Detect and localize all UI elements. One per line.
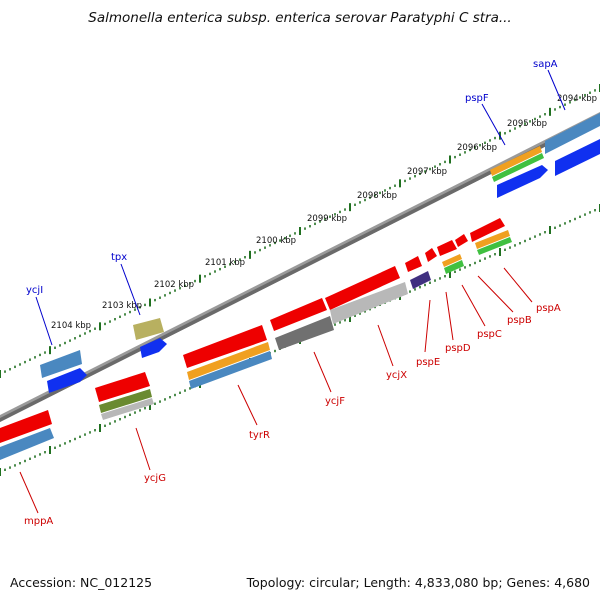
gene-pspA-bar bbox=[470, 218, 505, 242]
gene-bar bbox=[275, 316, 334, 350]
scale-label-2104: 2104 kbp bbox=[51, 321, 91, 331]
gene-pspE-bar bbox=[405, 256, 422, 272]
label-pspF: pspF bbox=[465, 93, 489, 104]
gene-bar bbox=[555, 139, 600, 176]
gene-bar bbox=[187, 342, 270, 380]
gene-pspC-bar bbox=[437, 240, 457, 256]
accession-text: Accession: NC_012125 bbox=[10, 575, 153, 590]
gene-bar bbox=[475, 230, 510, 249]
gene-pspF-bar bbox=[490, 146, 542, 176]
scale-label-2103: 2103 kbp bbox=[102, 301, 142, 311]
gene-bar bbox=[99, 389, 152, 413]
gene-labels: sapA pspF tpx ycjI pspA pspB pspC pspD p… bbox=[24, 59, 561, 527]
gene-bar bbox=[545, 113, 600, 154]
backbone bbox=[0, 112, 600, 422]
gene-features bbox=[0, 113, 600, 460]
label-sapA: sapA bbox=[533, 59, 558, 70]
scale-label-2099: 2099 kbp bbox=[307, 214, 347, 224]
map-title: Salmonella enterica subsp. enterica sero… bbox=[88, 10, 512, 26]
gene-pspB-bar bbox=[455, 234, 468, 247]
scale-label-2101: 2101 kbp bbox=[205, 258, 245, 268]
gene-bar bbox=[0, 428, 54, 460]
scale-label-2102: 2102 kbp bbox=[154, 280, 194, 290]
label-tpx: tpx bbox=[111, 252, 127, 263]
scale-label-2098: 2098 kbp bbox=[357, 191, 397, 201]
gene-ycjX-bar bbox=[325, 266, 400, 310]
gene-bar bbox=[47, 368, 87, 393]
leader-lines bbox=[19, 69, 566, 514]
scale-label-2100: 2100 kbp bbox=[256, 236, 296, 246]
gene-ycjI-bar bbox=[40, 350, 82, 378]
label-mppA: mppA bbox=[24, 516, 53, 527]
label-ycjG: ycjG bbox=[144, 473, 166, 484]
gene-bar bbox=[444, 260, 464, 274]
scale-label-2095: 2095 kbp bbox=[507, 119, 547, 129]
gene-bar bbox=[492, 153, 544, 182]
gene-ycjF-bar bbox=[270, 298, 327, 331]
gene-bar bbox=[477, 237, 512, 255]
topology-summary: Topology: circular; Length: 4,833,080 bp… bbox=[246, 575, 590, 590]
label-pspA: pspA bbox=[536, 303, 561, 314]
scale-label-2094: 2094 kbp bbox=[557, 94, 597, 104]
label-ycjF: ycjF bbox=[325, 396, 345, 407]
gene-bar bbox=[410, 271, 431, 289]
gene-bar bbox=[497, 165, 548, 198]
gene-bar bbox=[140, 338, 167, 358]
label-ycjI: ycjI bbox=[26, 285, 43, 296]
label-tyrR: tyrR bbox=[249, 430, 270, 441]
gene-pspD-bar bbox=[425, 248, 437, 262]
label-pspC: pspC bbox=[477, 329, 502, 340]
label-ycjX: ycjX bbox=[386, 370, 407, 381]
scale-label-2097: 2097 kbp bbox=[407, 167, 447, 177]
gene-tyrR-bar bbox=[183, 325, 267, 368]
gene-bar bbox=[101, 398, 154, 420]
scale-labels: 2094 kbp 2095 kbp 2096 kbp 2097 kbp 2098… bbox=[51, 94, 597, 331]
label-pspE: pspE bbox=[416, 357, 440, 368]
gene-bar bbox=[330, 282, 408, 324]
scale-label-2096: 2096 kbp bbox=[457, 143, 497, 153]
label-pspB: pspB bbox=[507, 315, 532, 326]
gene-mppA-bar bbox=[0, 410, 52, 443]
gene-ycjG-bar bbox=[95, 372, 150, 402]
gene-bar bbox=[189, 351, 272, 389]
gene-tpx-bar bbox=[133, 318, 164, 340]
label-pspD: pspD bbox=[445, 343, 471, 354]
gene-bar bbox=[442, 254, 462, 267]
